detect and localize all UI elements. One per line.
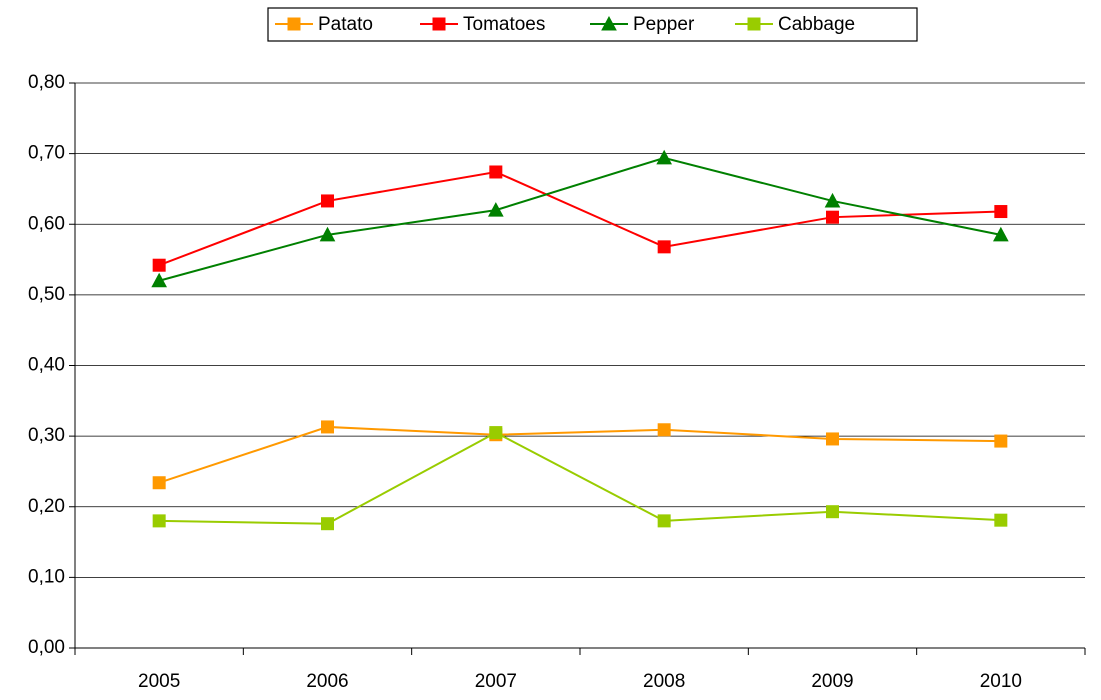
data-point xyxy=(319,226,336,242)
x-tick-label: 2008 xyxy=(643,671,685,692)
x-tick-label: 2006 xyxy=(306,671,348,692)
legend-label: Cabbage xyxy=(778,14,855,35)
data-point xyxy=(489,426,503,440)
y-tick-label: 0,70 xyxy=(28,143,65,164)
data-point xyxy=(657,240,671,254)
x-tick-label: 2009 xyxy=(811,671,853,692)
y-tick-label: 0,00 xyxy=(28,637,65,658)
legend-marker xyxy=(601,15,617,31)
legend-label: Pepper xyxy=(633,14,695,35)
y-tick-label: 0,10 xyxy=(28,566,65,587)
y-tick-label: 0,80 xyxy=(28,72,65,93)
y-tick-label: 0,60 xyxy=(28,213,65,234)
legend-label: Patato xyxy=(318,14,373,35)
legend-label: Tomatoes xyxy=(463,14,545,35)
data-point xyxy=(826,505,839,519)
data-point xyxy=(321,420,334,434)
data-point xyxy=(826,432,839,446)
data-point xyxy=(152,258,166,272)
y-tick-label: 0,40 xyxy=(28,355,65,376)
series-line xyxy=(158,156,1002,282)
data-point xyxy=(992,226,1009,242)
data-point xyxy=(994,513,1008,527)
series-line xyxy=(158,425,1001,484)
data-point xyxy=(657,423,671,437)
data-point xyxy=(321,517,334,531)
data-point xyxy=(657,514,671,528)
data-point xyxy=(489,165,503,179)
data-point xyxy=(994,434,1008,448)
y-tick-label: 0,20 xyxy=(28,496,65,517)
legend-marker xyxy=(287,17,301,31)
data-point xyxy=(321,194,334,208)
series-line xyxy=(158,170,1001,267)
series-line xyxy=(159,431,1001,525)
legend-marker xyxy=(432,17,446,31)
data-point xyxy=(152,514,166,528)
data-point xyxy=(487,202,504,217)
y-tick-label: 0,30 xyxy=(28,425,65,446)
legend-marker xyxy=(747,17,761,31)
y-tick-label: 0,50 xyxy=(28,284,65,305)
data-point xyxy=(151,272,168,288)
x-tick-label: 2005 xyxy=(138,671,180,692)
data-point xyxy=(656,149,673,165)
x-tick-label: 2010 xyxy=(980,671,1022,692)
data-point xyxy=(152,476,166,490)
data-point xyxy=(824,192,841,208)
data-point xyxy=(826,210,839,224)
data-point xyxy=(994,205,1008,219)
x-tick-label: 2007 xyxy=(475,671,517,692)
